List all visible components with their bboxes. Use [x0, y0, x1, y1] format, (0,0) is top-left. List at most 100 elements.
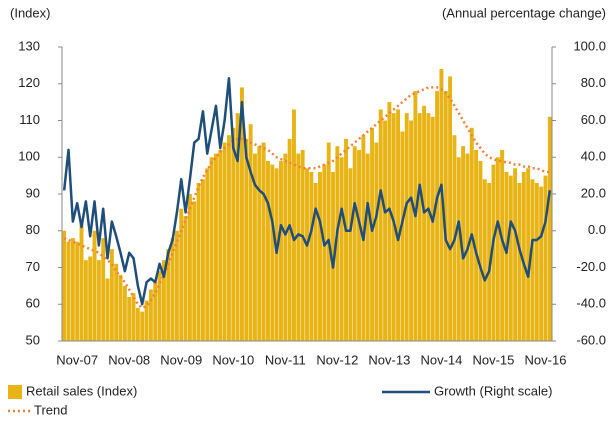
bar [526, 168, 531, 341]
bar [140, 311, 145, 341]
bar [318, 171, 322, 341]
legend-label: Retail sales (Index) [26, 383, 137, 398]
bar [474, 149, 479, 341]
bar [218, 149, 223, 341]
bar [400, 131, 405, 341]
bar [292, 109, 296, 341]
bar [508, 175, 513, 341]
bar [153, 282, 158, 341]
bar [253, 153, 257, 341]
y-axis-label: (Index) [10, 5, 50, 20]
bar [92, 230, 97, 341]
x-tick-label: Nov-08 [108, 352, 150, 367]
bar [517, 182, 522, 341]
bar [456, 157, 461, 341]
bar [279, 160, 283, 341]
bar [83, 260, 88, 341]
x-tick-label: Nov-09 [160, 352, 202, 367]
bar [257, 146, 262, 341]
y2-tick-label: 60.0 [581, 112, 606, 127]
y-tick-label: 100 [18, 149, 40, 164]
bar [370, 127, 374, 341]
bar [213, 153, 218, 341]
bar [166, 249, 171, 341]
bar [131, 293, 136, 341]
bar [331, 171, 335, 341]
bar [170, 238, 175, 341]
bar [266, 160, 270, 341]
bar [200, 179, 205, 341]
y2-tick-label: 80.0 [581, 75, 606, 90]
bar [521, 171, 526, 341]
bar [435, 91, 440, 341]
y2-tick-label: -20.0 [576, 259, 606, 274]
x-tick-label: Nov-10 [212, 352, 254, 367]
bar [478, 160, 483, 341]
bar [283, 153, 288, 341]
trend-line [63, 86, 550, 310]
y-tick-label: 60 [26, 296, 40, 311]
bar [387, 102, 392, 341]
bar [205, 168, 210, 341]
bar [109, 249, 114, 341]
bar [187, 194, 192, 341]
bar [378, 109, 383, 341]
bar [443, 91, 448, 341]
bar [313, 182, 318, 341]
bar [409, 120, 414, 341]
bar [75, 241, 80, 341]
y2-tick-label: 40.0 [581, 149, 606, 164]
bar [461, 146, 466, 341]
bar [448, 76, 453, 342]
legend-label: Growth (Right scale) [434, 383, 552, 398]
bar [183, 216, 188, 341]
bar [248, 124, 253, 341]
bar [547, 116, 552, 341]
bar [504, 171, 509, 341]
x-tick-label: Nov-16 [525, 352, 567, 367]
bar [391, 113, 396, 342]
bar [127, 296, 132, 341]
bar [491, 164, 496, 341]
bar [539, 186, 544, 341]
bar [495, 157, 500, 341]
bar [344, 138, 348, 341]
bar [305, 168, 309, 341]
bar [70, 238, 75, 341]
bar [352, 146, 357, 341]
bar [192, 201, 197, 341]
bar [148, 289, 153, 341]
legend-swatch [8, 385, 22, 399]
bar [135, 307, 140, 341]
y-tick-label: 90 [26, 185, 40, 200]
y2-axis-label: (Annual percentage change) [442, 5, 606, 20]
bar [179, 208, 184, 341]
bar [357, 149, 361, 341]
y-tick-label: 70 [26, 259, 40, 274]
bar [348, 168, 353, 341]
bar [231, 127, 236, 341]
bar [439, 69, 444, 342]
y-tick-label: 110 [19, 112, 40, 127]
y-tick-label: 120 [18, 75, 40, 90]
bar [430, 116, 435, 341]
bar [534, 182, 539, 341]
bar [270, 164, 275, 341]
bar [240, 87, 244, 341]
y-tick-label: 80 [26, 222, 40, 237]
y-tick-label: 130 [18, 38, 40, 53]
bar [79, 219, 84, 341]
y2-tick-label: -40.0 [576, 296, 606, 311]
bar [101, 238, 106, 341]
bar [261, 142, 266, 341]
bar [222, 142, 227, 341]
bar [365, 153, 370, 341]
bar [62, 230, 67, 341]
bar [422, 105, 427, 341]
bar [66, 241, 71, 341]
bar [157, 271, 162, 341]
y-tick-label: 50 [26, 332, 40, 347]
y2-tick-label: 0.0 [588, 222, 606, 237]
bar [543, 175, 548, 341]
